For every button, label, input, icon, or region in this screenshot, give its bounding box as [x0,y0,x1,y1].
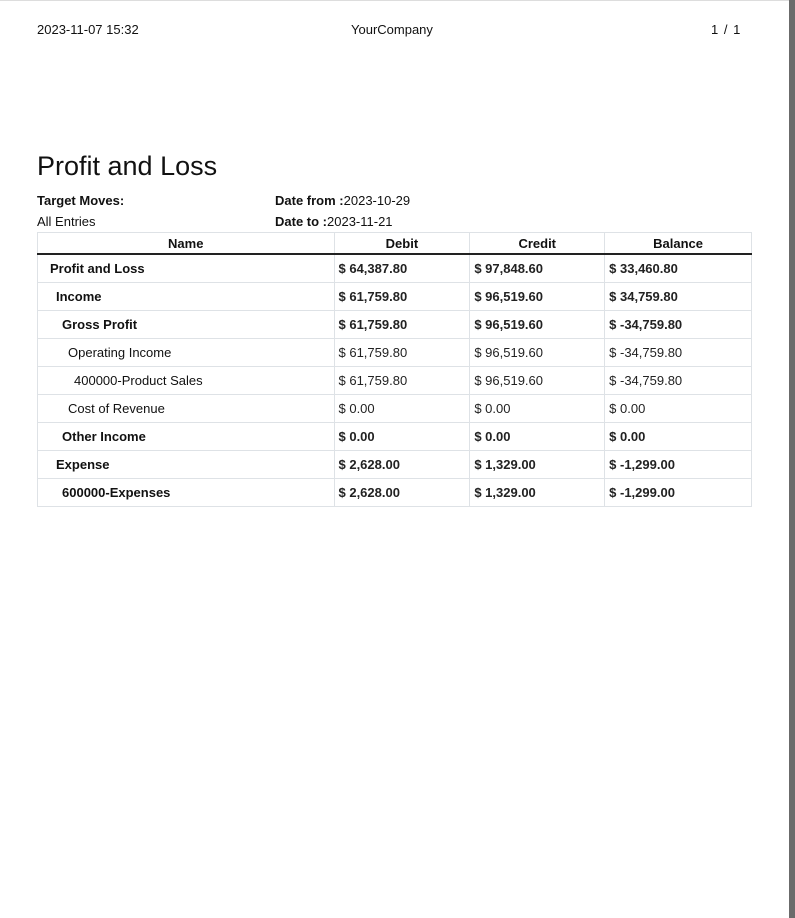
row-balance: $ -1,299.00 [604,478,752,507]
row-name: Operating Income [37,338,335,367]
row-name: 600000-Expenses [37,478,335,507]
page-top-border [0,0,789,1]
table-header: Name Debit Credit Balance [37,232,752,255]
print-datetime: 2023-11-07 15:32 [37,22,139,37]
row-balance: $ 0.00 [604,394,752,423]
row-credit: $ 0.00 [469,422,606,451]
row-name: Other Income [37,422,335,451]
row-name: Income [37,282,335,311]
row-credit: $ 1,329.00 [469,450,606,479]
profit-loss-table: Name Debit Credit Balance Profit and Los… [37,232,752,507]
date-from: Date from :2023-10-29 [275,193,411,208]
table-row: Profit and Loss $ 64,387.80 $ 97,848.60 $ 3… [37,253,752,283]
row-debit: $ 0.00 [333,422,471,451]
page-number: 1 / 1 [711,22,742,37]
row-name: Expense [37,450,335,479]
col-credit: Credit [469,232,606,255]
table-row: Income $ 61,759.80 $ 96,519.60 $ 34,759.80 [37,282,752,311]
target-moves-label: Target Moves: [37,193,125,208]
company-name: YourCompany [351,22,433,37]
row-name: Profit and Loss [37,253,335,283]
row-credit: $ 96,519.60 [469,338,606,367]
report-title: Profit and Loss [37,151,218,181]
table-row: 400000-Product Sales $ 61,759.80 $ 96,519.… [37,366,752,395]
row-credit: $ 96,519.60 [469,366,606,395]
row-balance: $ 34,759.80 [604,282,752,311]
date-to: Date to :2023-11-21 [275,214,393,229]
row-debit: $ 0.00 [333,394,471,423]
row-name: 400000-Product Sales [37,366,335,395]
row-balance: $ -34,759.80 [604,338,752,367]
row-name: Cost of Revenue [37,394,335,423]
row-balance: $ 0.00 [604,422,752,451]
target-moves-value: All Entries [37,214,96,229]
row-debit: $ 2,628.00 [333,450,471,479]
row-debit: $ 64,387.80 [333,253,471,283]
row-debit: $ 61,759.80 [333,338,471,367]
row-balance: $ -1,299.00 [604,450,752,479]
row-debit: $ 61,759.80 [333,366,471,395]
viewer-edge [789,0,795,918]
row-balance: $ -34,759.80 [604,310,752,339]
table-row: Gross Profit $ 61,759.80 $ 96,519.60 $ -34,… [37,310,752,339]
table-row: Cost of Revenue $ 0.00 $ 0.00 $ 0.00 [37,394,752,423]
col-balance: Balance [604,232,752,255]
row-balance: $ -34,759.80 [604,366,752,395]
table-row: Operating Income $ 61,759.80 $ 96,519.60 $ … [37,338,752,367]
row-credit: $ 96,519.60 [469,310,606,339]
row-debit: $ 2,628.00 [333,478,471,507]
table-row: Expense $ 2,628.00 $ 1,329.00 $ -1,299.00 [37,450,752,479]
table-row: Other Income $ 0.00 $ 0.00 $ 0.00 [37,422,752,451]
row-debit: $ 61,759.80 [333,310,471,339]
row-balance: $ 33,460.80 [604,253,752,283]
row-credit: $ 96,519.60 [469,282,606,311]
row-debit: $ 61,759.80 [333,282,471,311]
row-credit: $ 97,848.60 [469,253,606,283]
table-row: 600000-Expenses $ 2,628.00 $ 1,329.00 $ -1,… [37,478,752,507]
col-name: Name [37,232,335,255]
col-debit: Debit [333,232,471,255]
row-credit: $ 1,329.00 [469,478,606,507]
row-name: Gross Profit [37,310,335,339]
row-credit: $ 0.00 [469,394,606,423]
